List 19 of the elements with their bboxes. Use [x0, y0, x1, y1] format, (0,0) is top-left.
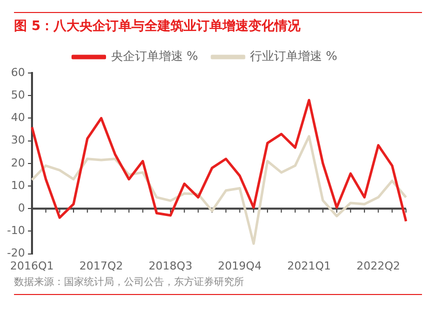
- legend-label: 央企订单增速 %: [110, 49, 198, 64]
- y-tick-label: 10: [10, 178, 25, 192]
- x-tick-label: 2021Q1: [287, 259, 331, 272]
- y-tick-label: 40: [10, 111, 25, 124]
- y-tick-label: 50: [10, 88, 25, 102]
- x-tick-label: 2018Q3: [148, 259, 192, 272]
- x-tick-label: 2017Q2: [79, 259, 124, 272]
- chart-title: 图 5：八大央企订单与全建筑业订单增速变化情况: [14, 12, 422, 37]
- y-tick-label: -20: [7, 246, 25, 260]
- y-tick-label: 0: [18, 201, 25, 214]
- y-tick-label: 30: [10, 134, 25, 147]
- legend-label: 行业订单增速 %: [250, 49, 338, 64]
- x-tick-label: 2022Q2: [356, 259, 400, 272]
- y-tick-label: -10: [7, 224, 25, 238]
- y-tick-label: 20: [10, 156, 25, 170]
- x-tick-label: 2019Q4: [218, 259, 262, 272]
- x-tick-label: 2016Q1: [10, 259, 54, 272]
- source-note: 数据来源：国家统计局，公司公告，东方证券研究所: [14, 275, 422, 295]
- y-tick-label: 60: [10, 66, 25, 79]
